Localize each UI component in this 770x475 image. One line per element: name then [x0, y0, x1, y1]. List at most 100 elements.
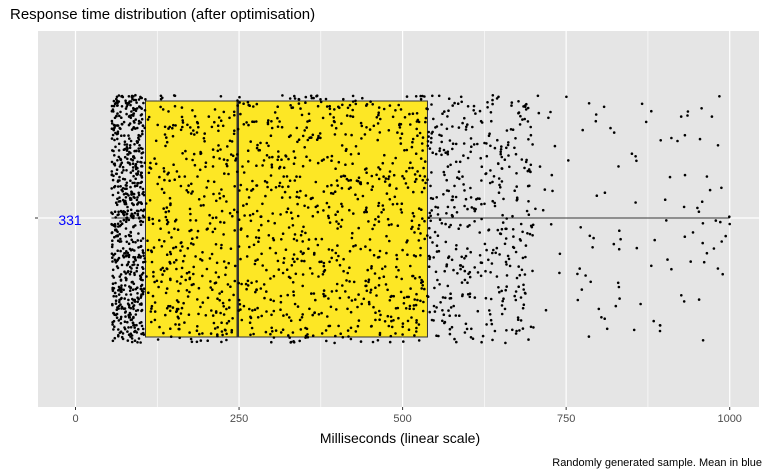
- data-point: [614, 304, 618, 308]
- data-point: [403, 149, 406, 152]
- data-point: [356, 324, 360, 328]
- data-point: [529, 125, 532, 129]
- data-point: [421, 309, 425, 313]
- data-point: [225, 162, 228, 166]
- data-point: [374, 286, 377, 290]
- data-point: [450, 258, 454, 262]
- data-point: [227, 319, 231, 323]
- data-point: [405, 148, 409, 152]
- data-point: [194, 255, 197, 258]
- data-point: [316, 136, 320, 140]
- data-point: [491, 251, 494, 255]
- data-point: [147, 115, 151, 119]
- data-point: [395, 187, 398, 190]
- data-point: [150, 304, 154, 308]
- data-point: [164, 210, 168, 214]
- data-point: [511, 228, 515, 231]
- data-point: [311, 334, 315, 338]
- data-point: [245, 188, 249, 191]
- data-point: [413, 231, 416, 234]
- data-point: [299, 250, 303, 253]
- data-point: [288, 336, 292, 339]
- data-point: [471, 337, 475, 341]
- data-point: [272, 299, 276, 303]
- data-point: [394, 332, 397, 335]
- data-point: [181, 119, 184, 122]
- data-point: [111, 193, 115, 197]
- data-point: [373, 272, 377, 275]
- data-point: [720, 186, 723, 190]
- data-point: [119, 110, 122, 114]
- data-point: [325, 339, 328, 343]
- data-point: [544, 308, 548, 312]
- data-point: [197, 125, 200, 129]
- data-point: [132, 282, 136, 286]
- data-point: [186, 247, 190, 250]
- data-point: [264, 330, 268, 334]
- data-point: [129, 231, 133, 234]
- data-point: [463, 269, 467, 273]
- data-point: [307, 247, 310, 250]
- data-point: [233, 264, 237, 268]
- data-point: [191, 237, 194, 240]
- data-point: [135, 331, 139, 334]
- data-point: [374, 218, 377, 221]
- data-point: [431, 130, 434, 134]
- data-point: [237, 298, 241, 302]
- data-point: [127, 101, 130, 105]
- data-point: [281, 328, 285, 332]
- data-point: [526, 232, 529, 235]
- data-point: [341, 205, 344, 208]
- data-point: [500, 304, 504, 307]
- data-point: [426, 234, 429, 237]
- data-point: [394, 109, 397, 112]
- data-point: [151, 294, 155, 298]
- data-point: [499, 148, 503, 151]
- data-point: [385, 251, 388, 255]
- data-point: [721, 272, 724, 276]
- data-point: [432, 304, 436, 308]
- data-point: [375, 116, 379, 119]
- data-point: [156, 123, 159, 127]
- data-point: [257, 229, 261, 232]
- data-point: [404, 307, 408, 310]
- data-point: [490, 262, 494, 265]
- data-point: [519, 296, 523, 299]
- data-point: [443, 173, 446, 177]
- data-point: [243, 214, 246, 217]
- data-point: [413, 173, 417, 176]
- data-point: [276, 125, 280, 128]
- data-point: [658, 324, 662, 327]
- data-point: [549, 223, 553, 226]
- data-point: [112, 104, 116, 108]
- data-point: [117, 210, 120, 214]
- data-point: [332, 119, 336, 123]
- data-point: [140, 117, 144, 121]
- data-point: [188, 331, 191, 334]
- data-point: [308, 136, 311, 140]
- data-point: [357, 293, 360, 296]
- data-point: [185, 289, 189, 292]
- data-point: [261, 164, 264, 167]
- data-point: [128, 144, 132, 147]
- data-point: [365, 126, 368, 129]
- data-point: [120, 123, 124, 126]
- data-point: [124, 272, 128, 275]
- data-point: [520, 268, 524, 272]
- data-point: [701, 222, 705, 225]
- data-point: [307, 238, 311, 241]
- data-point: [416, 170, 419, 173]
- data-point: [110, 137, 114, 140]
- data-point: [289, 319, 293, 323]
- data-point: [137, 170, 140, 173]
- data-point: [118, 114, 121, 118]
- data-point: [663, 198, 667, 201]
- data-point: [696, 206, 699, 210]
- data-point: [499, 150, 503, 154]
- data-point: [393, 195, 397, 199]
- data-point: [446, 284, 450, 288]
- data-point: [426, 144, 430, 148]
- data-point: [209, 280, 212, 283]
- data-point: [407, 328, 411, 332]
- data-point: [111, 212, 114, 216]
